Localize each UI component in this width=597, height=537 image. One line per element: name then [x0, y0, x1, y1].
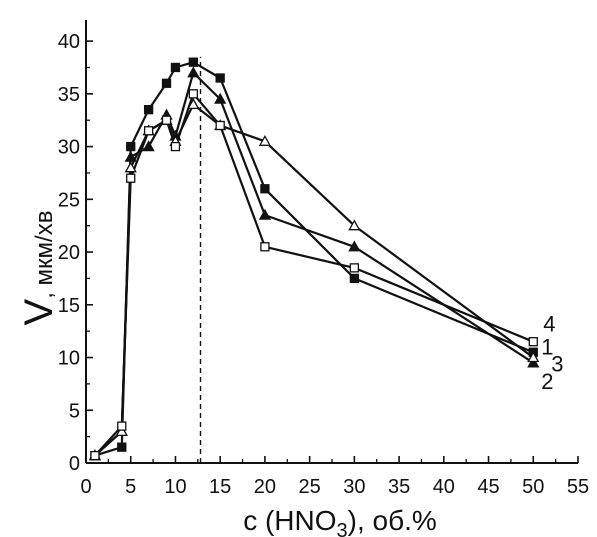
- series-3-point: [527, 351, 540, 363]
- y-axis-title-main: V: [17, 298, 61, 325]
- y-tick-label: 25: [58, 189, 80, 211]
- series-lines: [94, 61, 534, 457]
- series-markers: [88, 57, 540, 461]
- series-4-label: 4: [543, 312, 555, 337]
- series-4-point: [349, 263, 360, 273]
- y-tick-label: 40: [58, 31, 80, 53]
- y-tick-label: 15: [58, 295, 80, 317]
- x-axis-title-part1: c (HNO: [243, 505, 336, 536]
- series-1-label: 1: [541, 334, 553, 359]
- series-2-line: [94, 71, 534, 457]
- series-3-point: [187, 98, 200, 110]
- x-tick-label: 35: [388, 476, 410, 498]
- series-2-label: 2: [541, 369, 553, 394]
- x-axis-title-subscript: 3: [337, 520, 348, 537]
- series-2-point: [527, 356, 540, 368]
- series-2-point: [187, 66, 200, 78]
- series-1-point: [188, 57, 198, 67]
- x-tick-label: 45: [477, 476, 499, 498]
- series-3-point: [124, 161, 137, 173]
- series-2-point: [214, 92, 227, 104]
- series-4-point: [143, 126, 154, 136]
- series-4-point: [260, 242, 270, 252]
- x-tick-label: 0: [80, 476, 91, 498]
- series-4-line: [94, 92, 534, 457]
- series-1-point: [349, 273, 360, 284]
- x-tick-label: 20: [254, 476, 276, 498]
- series-4-point: [161, 115, 172, 125]
- x-axis-title: c (HNO3), об.%: [243, 505, 437, 537]
- series-4-point: [126, 173, 136, 183]
- y-tick-label: 10: [58, 348, 80, 370]
- x-tick-label: 40: [433, 476, 455, 498]
- x-tick-label: 55: [567, 476, 589, 498]
- y-tick-label: 35: [58, 84, 80, 106]
- series-3-point: [348, 219, 361, 231]
- x-tick-label: 30: [343, 476, 365, 498]
- series-1-point: [117, 442, 127, 452]
- series-labels: 1 23 4: [541, 312, 563, 394]
- series-4-point: [117, 421, 127, 431]
- y-tick-label: 30: [58, 137, 80, 159]
- series-1-point: [170, 62, 181, 73]
- y-tick-label: 0: [69, 453, 80, 475]
- series-3-point: [258, 134, 272, 146]
- series-2-point: [142, 140, 155, 152]
- series-1-point: [161, 78, 172, 88]
- x-tick-label: 15: [209, 476, 231, 498]
- y-axis-title-unit: , мкм/хв: [31, 211, 58, 299]
- series-4-point: [90, 450, 100, 461]
- y-tick-label: 5: [69, 400, 80, 422]
- x-tick-label: 50: [522, 476, 544, 498]
- series-1-point: [126, 141, 136, 152]
- series-1-point: [260, 184, 270, 194]
- series-1-point: [215, 73, 225, 83]
- series-4-point: [170, 141, 181, 152]
- series-4-point: [528, 337, 538, 347]
- series-2-point: [258, 208, 272, 220]
- series-3-label: 3: [551, 352, 563, 377]
- x-tick-label: 25: [299, 476, 321, 498]
- series-2-point: [124, 150, 137, 162]
- y-axis-title: V, мкм/хв: [17, 211, 61, 326]
- axes: [85, 20, 578, 464]
- series-1-point: [143, 105, 154, 115]
- x-axis-title-part2: ), об.%: [348, 505, 437, 536]
- x-tick-label: 5: [125, 476, 136, 498]
- series-3-line: [94, 103, 534, 457]
- series-4-point: [215, 120, 225, 131]
- tick-marks: 0 5 10 15 20 25 30 35 40 45 50 55 0 5 10 15 20 25 30 35 40: [58, 31, 589, 498]
- x-tick-label: 10: [164, 476, 186, 498]
- y-tick-label: 20: [58, 242, 80, 264]
- series-2-point: [348, 240, 361, 252]
- series-3-point: [115, 425, 128, 437]
- series-4-point: [188, 89, 198, 99]
